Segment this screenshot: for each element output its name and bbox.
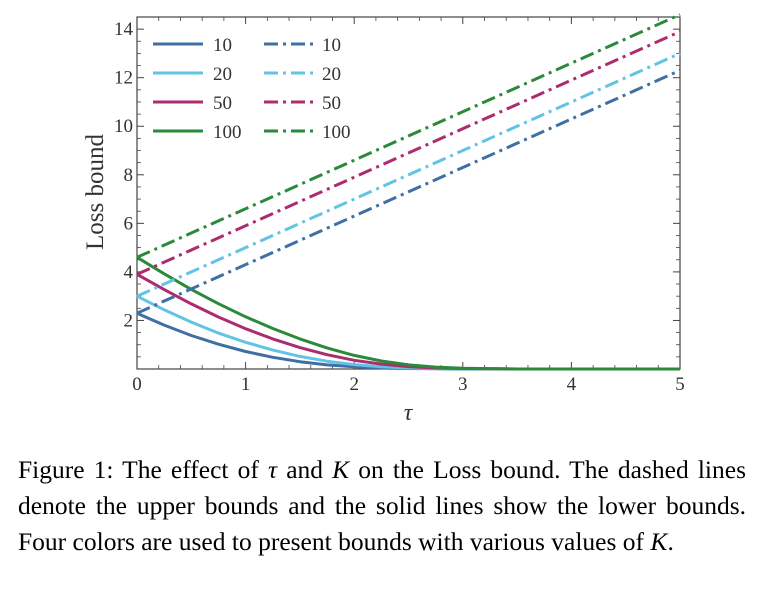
chart-lines (136, 13, 681, 371)
legend-label-upper: 100 (322, 122, 351, 143)
caption-text-3: on the Loss bound. The dashed lines deno… (18, 455, 746, 556)
legend-label-upper: 10 (322, 35, 341, 56)
lower-bound-line-20 (136, 294, 680, 371)
upper-bound-line-10 (136, 69, 681, 315)
caption-tau: τ (267, 455, 278, 484)
lower-bound-line-100 (136, 256, 680, 371)
x-tick-label: 0 (132, 374, 142, 395)
y-axis-label: Loss bound (82, 134, 109, 250)
y-tick-label: 8 (124, 165, 134, 186)
x-tick-label: 1 (241, 374, 251, 395)
y-tick-label: 2 (124, 310, 134, 331)
caption-k-2: K (650, 527, 668, 556)
upper-bound-line-100 (136, 13, 681, 259)
caption-k-1: K (332, 455, 350, 484)
legend-label-upper: 50 (322, 93, 341, 114)
chart-legend: 10 20 50 100 10 20 50 100 (153, 35, 351, 143)
y-tick-label: 10 (114, 116, 133, 137)
x-tick-label: 5 (675, 374, 685, 395)
figure-caption: Figure 1: The effect of τ and K on the L… (18, 452, 746, 560)
upper-bound-line-50 (136, 30, 681, 276)
x-tick-label: 3 (458, 374, 468, 395)
y-tick-label: 12 (114, 68, 133, 89)
caption-text-4: . (667, 527, 674, 556)
y-tick-label: 6 (124, 213, 134, 234)
upper-bound-line-20 (136, 52, 681, 298)
lower-bound-line-10 (136, 311, 680, 371)
x-axis-label: τ (404, 400, 414, 426)
lower-bound-line-50 (136, 272, 680, 371)
legend-label-lower: 20 (213, 64, 232, 85)
legend-label-lower: 100 (213, 122, 242, 143)
caption-label: Figure 1: (18, 455, 114, 484)
legend-label-upper: 20 (322, 64, 341, 85)
y-tick-label: 4 (124, 262, 134, 283)
caption-text-2: and (277, 455, 333, 484)
x-tick-label: 2 (349, 374, 359, 395)
caption-text-1: The effect of (113, 455, 268, 484)
legend-label-lower: 10 (213, 35, 232, 56)
legend-label-lower: 50 (213, 93, 232, 114)
x-tick-label: 4 (567, 374, 577, 395)
y-tick-label: 14 (114, 19, 134, 40)
